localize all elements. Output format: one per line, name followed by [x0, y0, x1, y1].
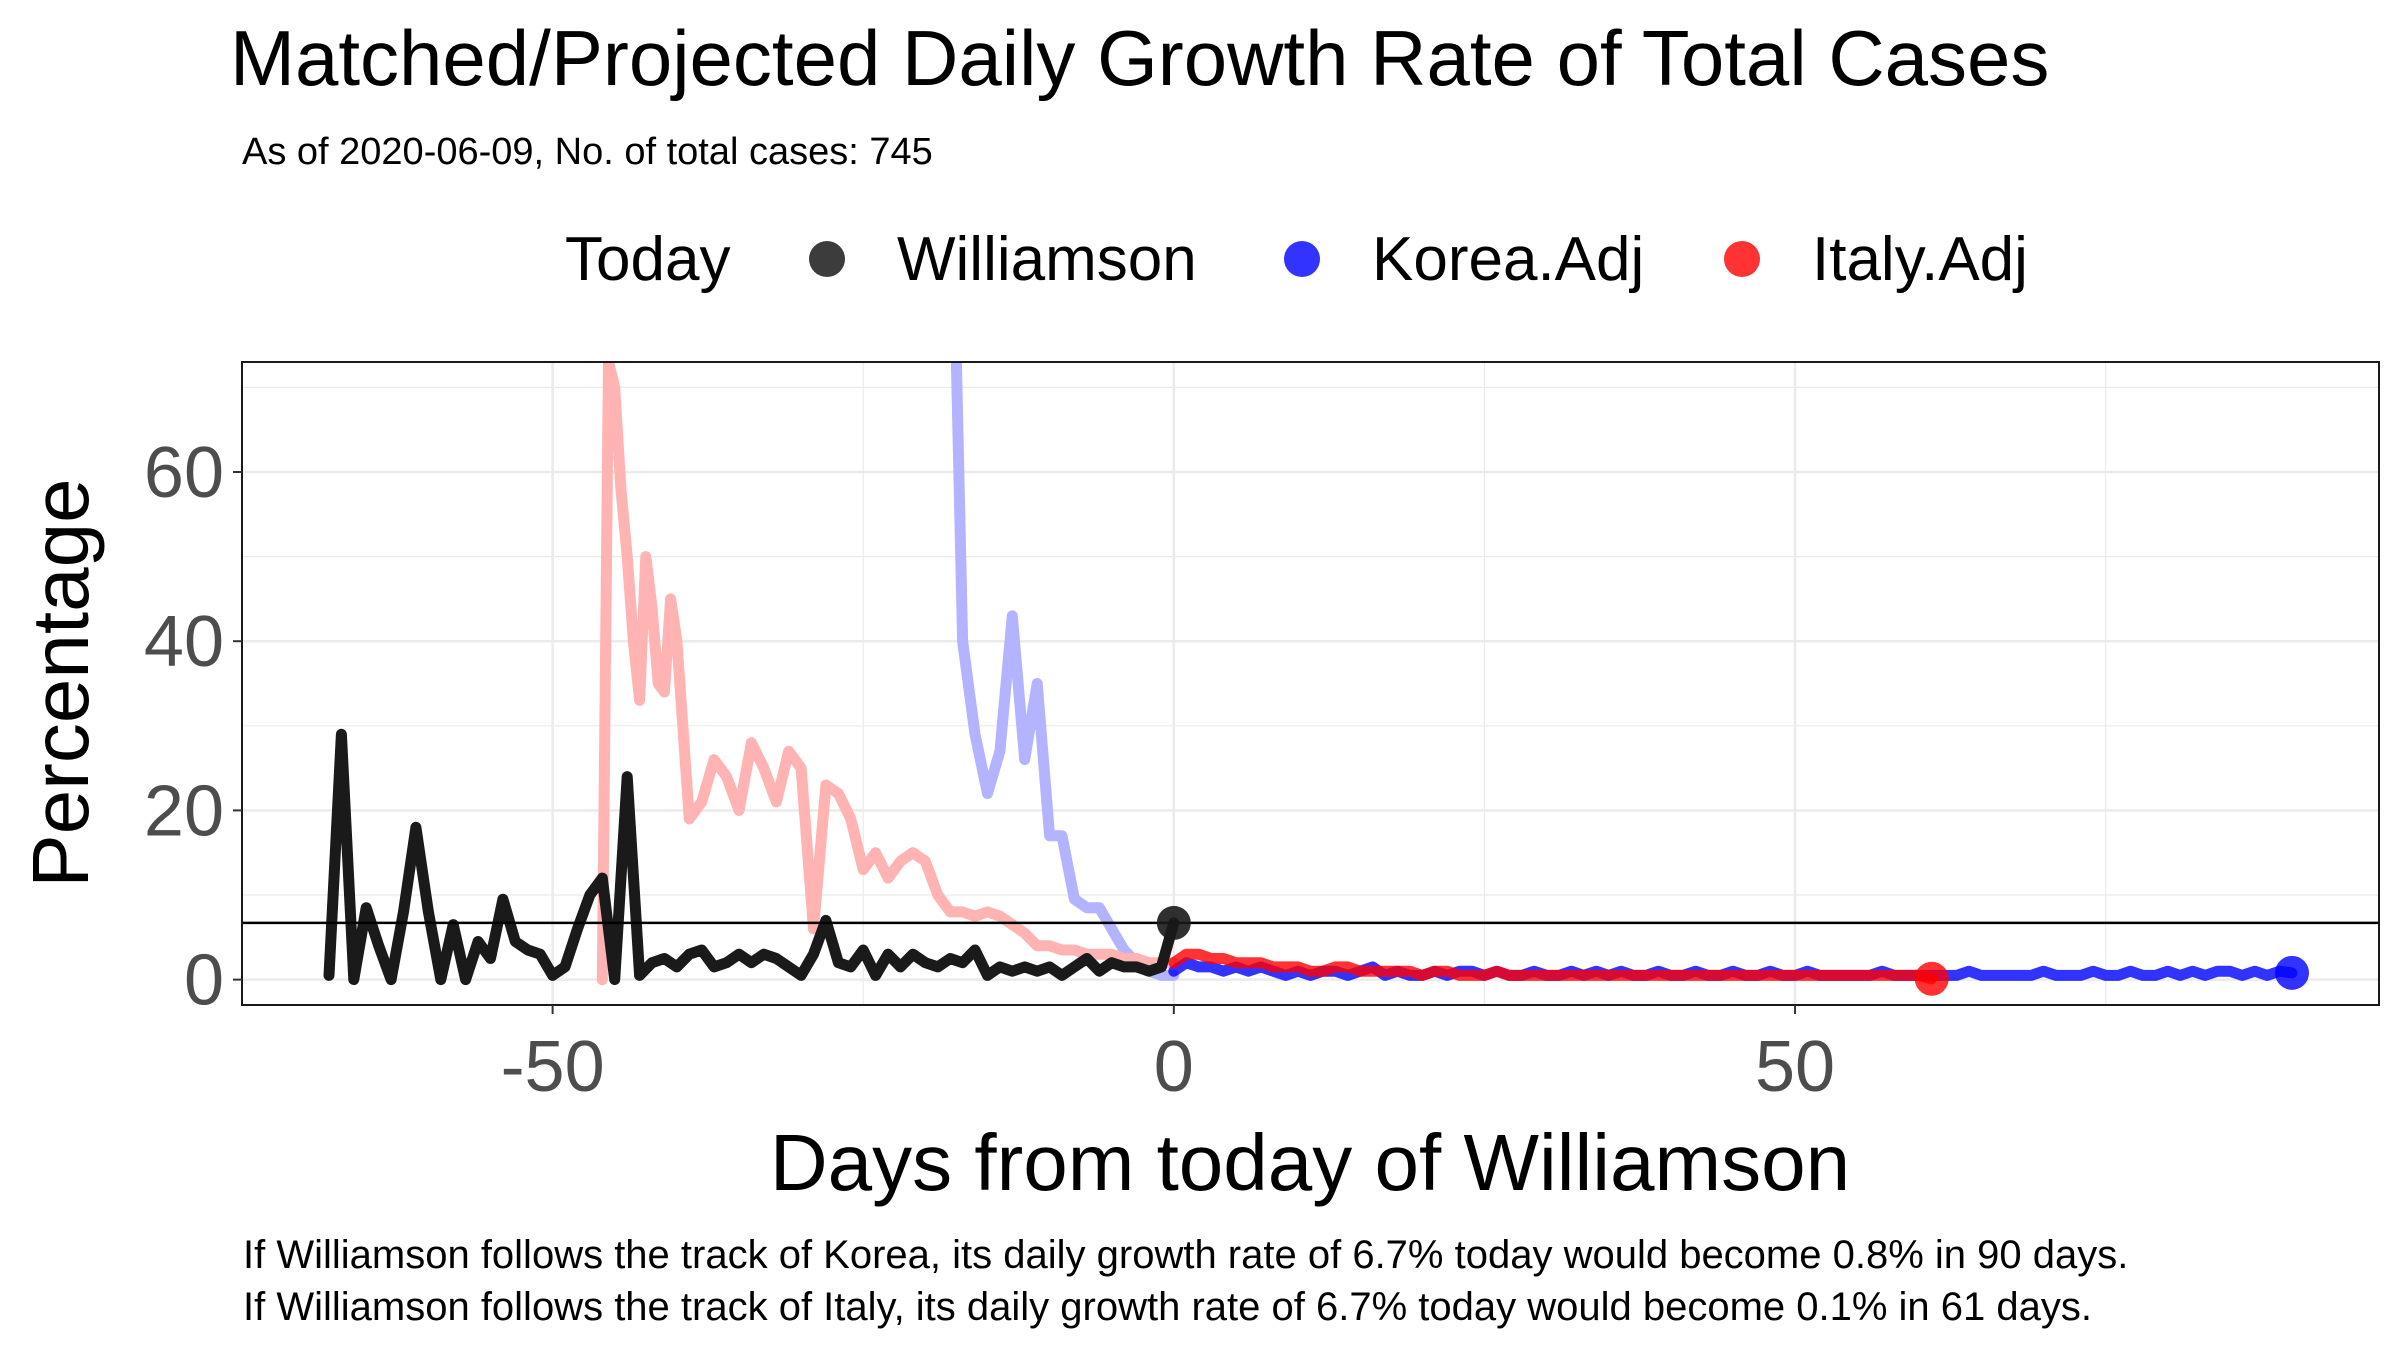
x-tick-label: 0 — [1154, 1027, 1194, 1107]
legend-label-korea: Korea.Adj — [1372, 225, 1644, 294]
y-tick-label: 0 — [184, 941, 224, 1021]
legend-marker-korea — [1284, 241, 1320, 277]
footnote-italy: If Williamson follows the track of Italy… — [243, 1285, 2092, 1329]
plot-panel-border — [241, 361, 2380, 1006]
williamson-line — [323, 728, 1180, 986]
legend-title: Today — [565, 225, 730, 294]
italy-adj-end-point — [1914, 961, 1949, 996]
y-tick-label: 60 — [144, 433, 224, 513]
series-lines — [323, 362, 2298, 986]
korea-adj-history-line — [950, 362, 1180, 981]
axis-ticks: -50 0 50 0 20 40 60 — [144, 433, 1835, 1107]
footnote-korea: If Williamson follows the track of Korea… — [243, 1233, 2128, 1277]
legend: Today Williamson Korea.Adj Italy.Adj — [565, 225, 2028, 294]
today-point — [1156, 905, 1191, 940]
italy-adj-history-line — [596, 362, 1180, 986]
y-tick-label: 20 — [144, 771, 224, 851]
chart-subtitle: As of 2020-06-09, No. of total cases: 74… — [242, 131, 933, 173]
chart-title: Matched/Projected Daily Growth Rate of T… — [230, 14, 2049, 102]
legend-marker-italy — [1724, 241, 1760, 277]
x-tick-label: 50 — [1755, 1027, 1835, 1107]
grid — [241, 362, 2379, 1005]
y-axis-title: Percentage — [16, 478, 105, 887]
korea-adj-end-point — [2275, 955, 2310, 990]
legend-label-williamson: Williamson — [897, 225, 1197, 294]
legend-marker-williamson — [809, 241, 845, 277]
legend-label-italy: Italy.Adj — [1812, 225, 2028, 294]
y-tick-label: 40 — [144, 602, 224, 682]
point-markers — [1156, 905, 2310, 996]
x-tick-label: -50 — [501, 1027, 605, 1107]
x-axis-title: Days from today of Williamson — [770, 1118, 1850, 1207]
italy-adj-projection-line — [1168, 948, 1938, 985]
